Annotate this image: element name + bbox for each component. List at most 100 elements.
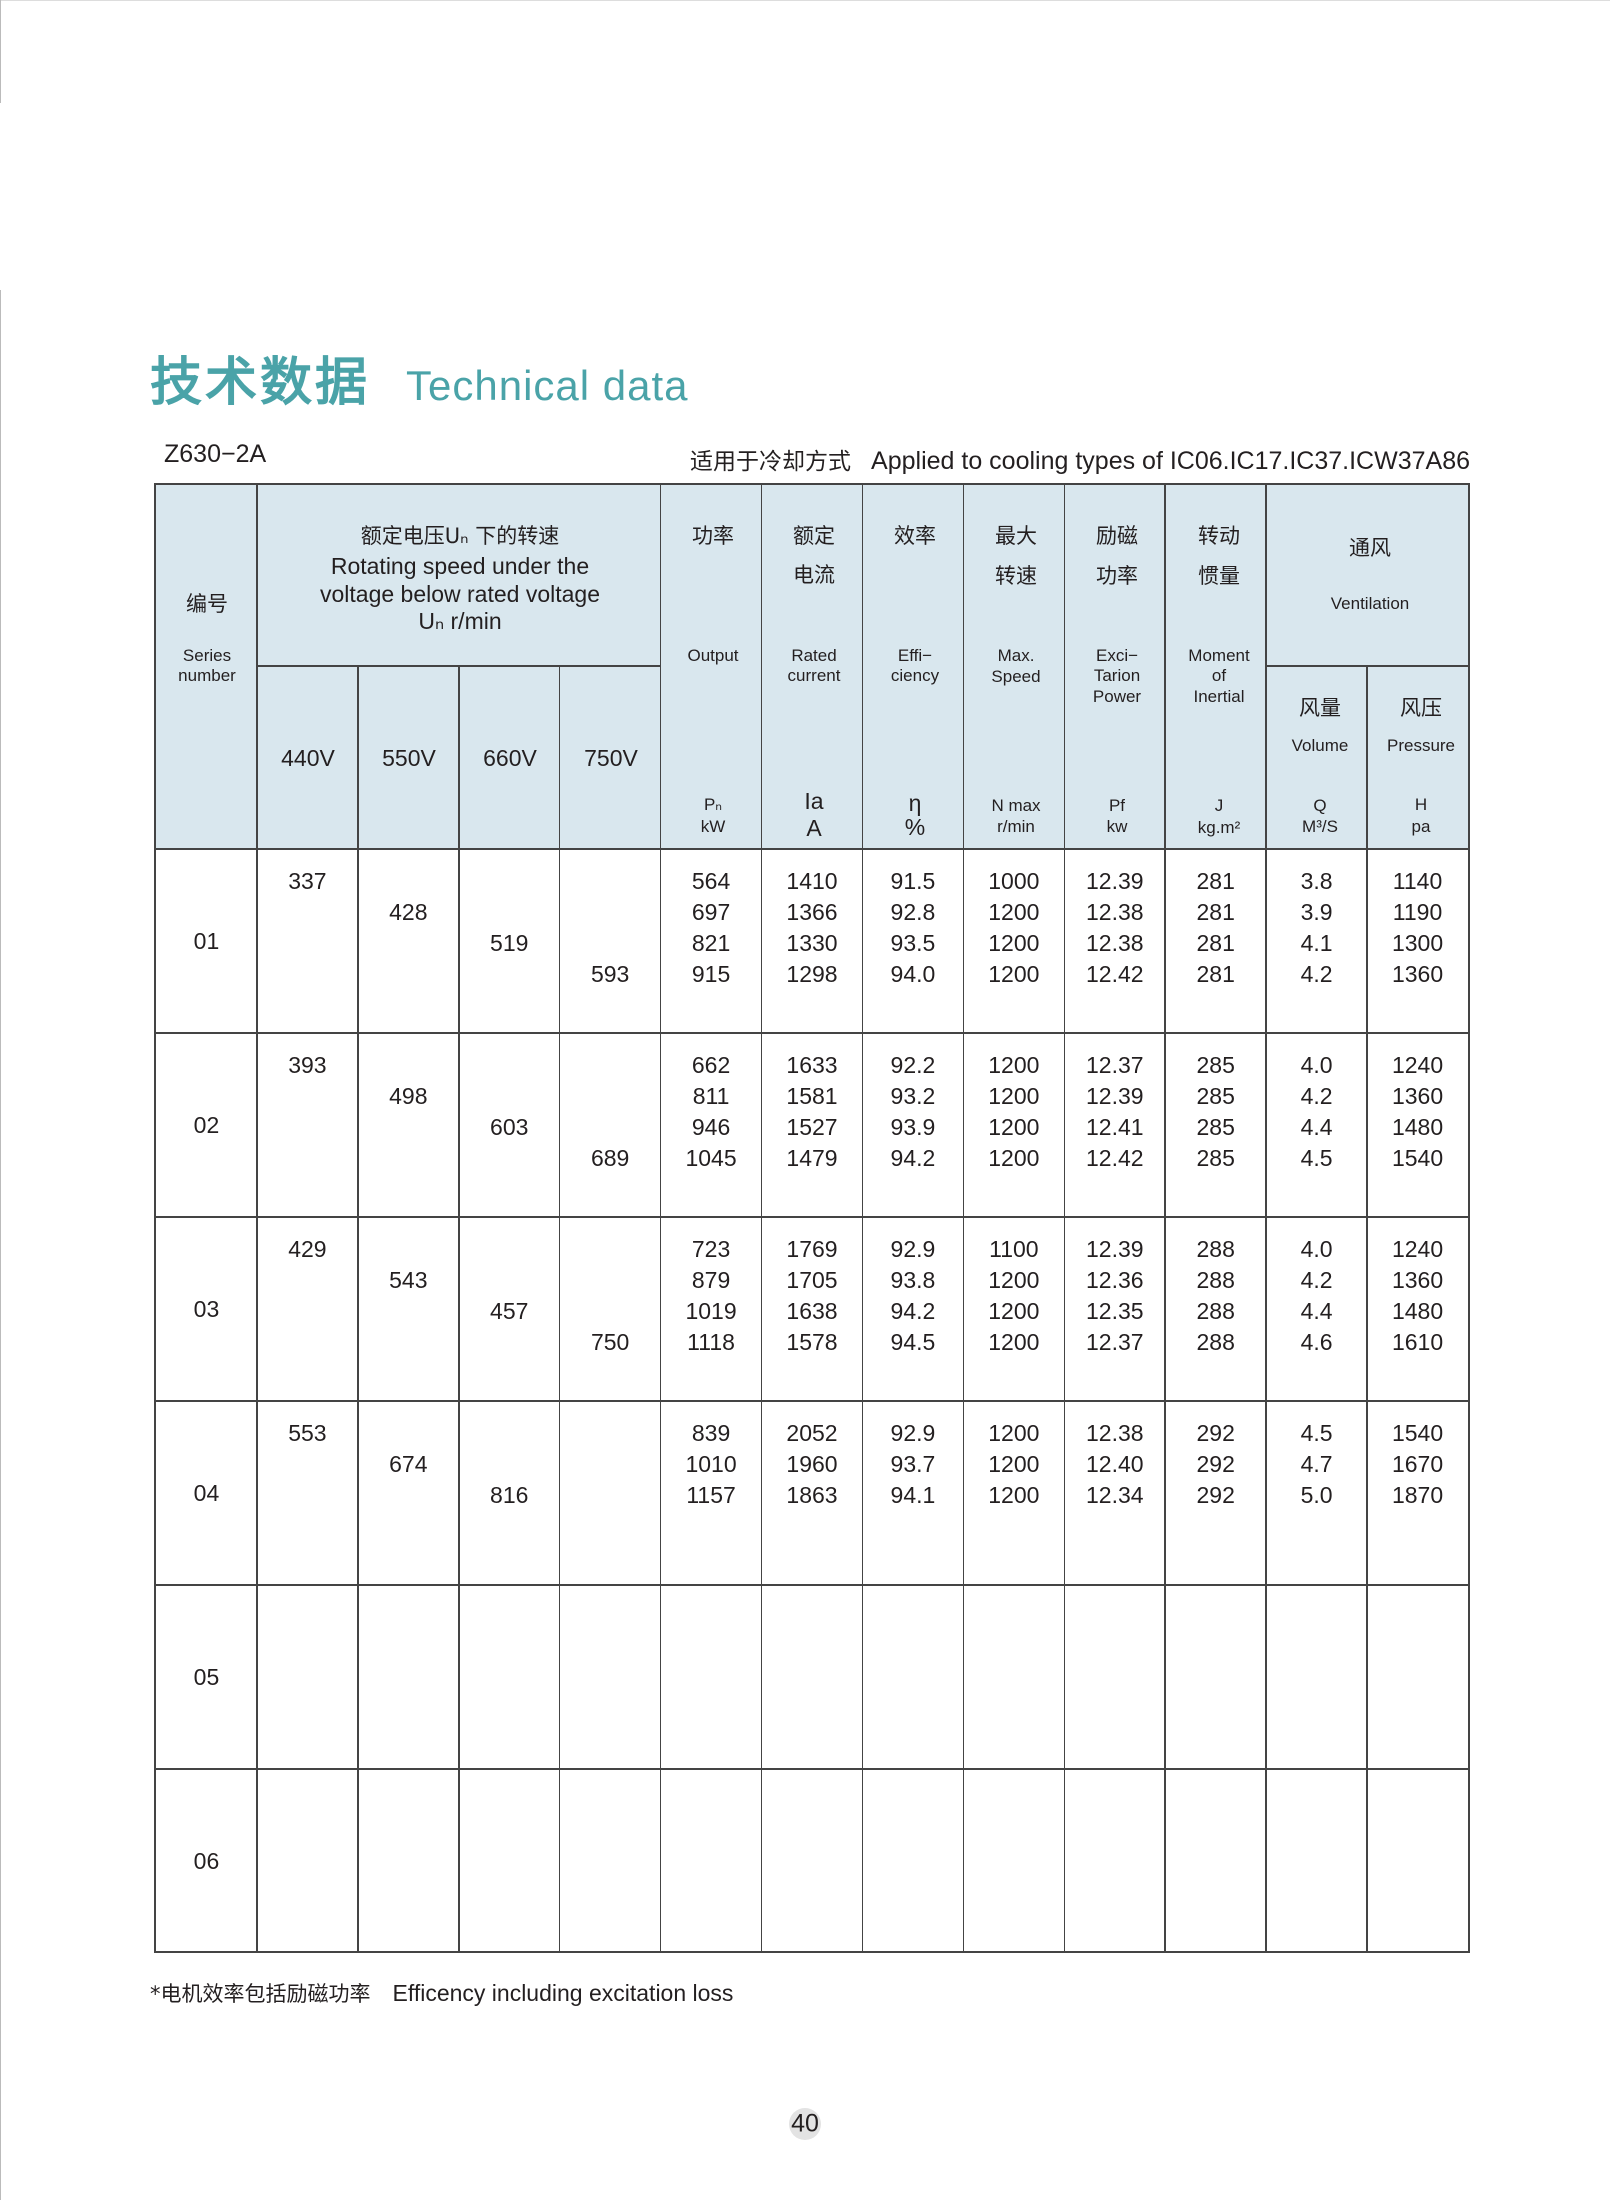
efficiency-cell: 92.9 (890, 1235, 936, 1262)
grid-line-vertical (1265, 485, 1267, 1953)
header-excitation-sym: Pf (1108, 796, 1126, 816)
speed-cell: 519 (490, 929, 529, 956)
efficiency-cell: 94.5 (890, 1328, 936, 1355)
grid-line-vertical (357, 666, 359, 1953)
volume-cell: 4.6 (1300, 1328, 1333, 1355)
footnote: *电机效率包括励磁功率 Efficency including excitatio… (150, 1978, 733, 2008)
footnote-cn: *电机效率包括励磁功率 (150, 1982, 371, 2006)
inertia-cell: 288 (1196, 1235, 1235, 1262)
volume-cell: 4.5 (1300, 1419, 1333, 1446)
title-en: Technical data (406, 362, 689, 409)
volume-cell: 4.5 (1300, 1144, 1333, 1171)
grid-line-vertical (659, 485, 662, 1953)
pressure-cell: 1480 (1391, 1113, 1444, 1140)
grid-line-horizontal (156, 848, 1468, 850)
output-cell: 1045 (685, 1144, 737, 1171)
speed-cell: 393 (288, 1051, 327, 1078)
efficiency-cell: 92.8 (890, 898, 936, 925)
header-output-sym: Pₙ (703, 795, 723, 815)
output-cell: 1118 (687, 1328, 735, 1355)
volume-cell: 4.0 (1300, 1051, 1333, 1078)
volume-cell: 4.2 (1300, 960, 1333, 987)
max-speed-cell: 1200 (988, 1450, 1040, 1477)
output-cell: 915 (691, 960, 731, 987)
speed-cell: 337 (288, 867, 327, 894)
page-left-edge (0, 290, 1, 2200)
cooling-en: Applied to cooling types of IC06.IC17.IC… (871, 447, 1470, 475)
efficiency-cell: 94.2 (890, 1297, 936, 1324)
efficiency-cell: 92.9 (890, 1419, 936, 1446)
efficiency-cell: 91.5 (890, 867, 936, 894)
header-volume-sym: Q (1313, 796, 1327, 816)
header-voltage-550: 550V (382, 744, 436, 771)
pressure-cell: 1360 (1391, 1266, 1444, 1293)
efficiency-cell: 93.2 (890, 1082, 936, 1109)
volume-cell: 5.0 (1300, 1481, 1333, 1508)
current-cell: 1410 (786, 867, 838, 894)
header-inertia-en1: Moment (1188, 646, 1250, 666)
efficiency-cell: 93.7 (890, 1450, 936, 1477)
speed-cell: 674 (389, 1450, 428, 1477)
page-title: 技术数据 Technical data (150, 340, 689, 415)
header-inertia-sym: J (1214, 796, 1224, 816)
pressure-cell: 1360 (1391, 960, 1444, 987)
technical-data-table: 编号 Series number 额定电压Uₙ 下的转速 Rotating sp… (154, 483, 1470, 1953)
grid-line-vertical (1366, 666, 1368, 1953)
excitation-cell: 12.38 (1085, 929, 1144, 956)
pressure-cell: 1140 (1392, 867, 1443, 894)
header-excitation-cn1: 励磁 (1096, 523, 1138, 548)
max-speed-cell: 1200 (988, 1266, 1040, 1293)
current-cell: 1479 (786, 1144, 838, 1171)
pressure-cell: 1670 (1391, 1450, 1444, 1477)
pressure-cell: 1190 (1392, 898, 1443, 925)
page-number: 40 (791, 2109, 819, 2138)
inertia-cell: 285 (1196, 1144, 1235, 1171)
header-inertia-cn1: 转动 (1198, 523, 1240, 548)
header-pressure-cn: 风压 (1400, 695, 1442, 720)
series-number-cell: 05 (193, 1663, 220, 1690)
current-cell: 1330 (786, 929, 838, 956)
current-cell: 1633 (786, 1051, 838, 1078)
inertia-cell: 288 (1196, 1266, 1235, 1293)
grid-line-vertical (1164, 485, 1166, 1953)
series-number-cell: 06 (193, 1847, 220, 1874)
volume-cell: 4.4 (1300, 1113, 1333, 1140)
pressure-cell: 1540 (1391, 1419, 1444, 1446)
footnote-en: Efficency including excitation loss (392, 1980, 734, 2006)
speed-cell: 593 (590, 960, 630, 987)
grid-line-vertical (1063, 485, 1066, 1953)
header-current-cn1: 额定 (793, 523, 835, 548)
output-cell: 1019 (685, 1297, 737, 1324)
grid-line-horizontal (156, 1216, 1468, 1218)
current-cell: 2052 (786, 1419, 838, 1446)
title-cn: 技术数据 (150, 353, 371, 413)
grid-line-vertical (558, 666, 561, 1953)
header-excitation-en1: Exci− (1095, 646, 1139, 666)
volume-cell: 4.1 (1300, 929, 1333, 956)
series-number-cell: 01 (193, 927, 220, 954)
max-speed-cell: 1200 (988, 898, 1040, 925)
model-label: Z630−2A (164, 440, 267, 468)
header-efficiency-en1: Effi− (897, 646, 933, 666)
inertia-cell: 288 (1196, 1297, 1235, 1324)
speed-cell: 553 (288, 1419, 327, 1446)
header-efficiency-cn: 效率 (894, 523, 936, 548)
excitation-cell: 12.39 (1085, 1082, 1144, 1109)
current-cell: 1769 (786, 1235, 838, 1262)
inertia-cell: 281 (1196, 960, 1235, 987)
header-pressure-unit: pa (1411, 817, 1431, 837)
max-speed-cell: 1200 (988, 1144, 1040, 1171)
pressure-cell: 1240 (1391, 1051, 1444, 1078)
max-speed-cell: 1200 (988, 1297, 1040, 1324)
header-pressure-en: Pressure (1386, 736, 1456, 756)
header-volume-cn: 风量 (1299, 695, 1341, 720)
pressure-cell: 1360 (1391, 1082, 1444, 1109)
excitation-cell: 12.40 (1085, 1450, 1144, 1477)
current-cell: 1581 (786, 1082, 838, 1109)
excitation-cell: 12.37 (1085, 1328, 1144, 1355)
excitation-cell: 12.37 (1085, 1051, 1144, 1078)
grid-line-horizontal (156, 1032, 1468, 1034)
speed-cell: 429 (288, 1235, 327, 1262)
max-speed-cell: 1200 (988, 1419, 1040, 1446)
efficiency-cell: 93.5 (890, 929, 936, 956)
